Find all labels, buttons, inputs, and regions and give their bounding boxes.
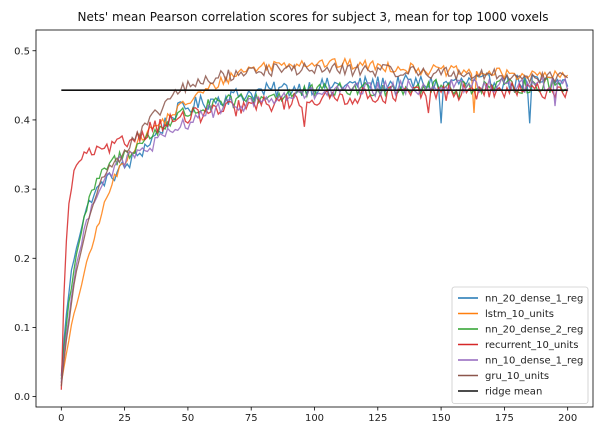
x-tick-label: 50 [182,413,195,424]
axis-ticks: 0 25 50 75 100 125 150 175 200 0.0 0.1 0.2 0.3 0.4 0.5 [14,46,577,424]
y-tick-label: 0.4 [14,115,30,126]
chart-title: Nets' mean Pearson correlation scores fo… [78,10,549,24]
x-tick-label: 150 [432,413,451,424]
x-tick-label: 200 [558,413,577,424]
legend-label: gru_10_units [485,371,549,382]
x-tick-label: 0 [58,413,64,424]
legend-label: ridge mean [485,387,542,398]
series-line-gru_10_units [60,61,569,387]
series-line-recurrent_10_units [60,80,569,390]
x-tick-label: 125 [368,413,387,424]
legend-box [451,286,589,404]
series-lines [60,56,569,390]
y-tick-label: 0.1 [14,323,30,334]
y-tick-label: 0.0 [14,392,30,403]
series-line-nn_10_dense_1_reg [60,76,569,383]
x-tick-label: 100 [305,413,324,424]
x-tick-label: 75 [245,413,258,424]
legend-label: lstm_10_units [485,309,554,320]
x-tick-label: 175 [495,413,514,424]
legend-label: nn_20_dense_2_reg [485,325,583,336]
y-tick-label: 0.3 [14,185,30,196]
legend-label: nn_10_dense_1_reg [485,356,583,367]
y-tick-label: 0.5 [14,46,30,57]
x-tick-label: 25 [118,413,131,424]
y-tick-label: 0.2 [14,254,30,265]
legend-label: nn_20_dense_1_reg [485,294,583,305]
legend: nn_20_dense_1_reg lstm_10_units nn_20_dens… [451,286,589,404]
legend-label: recurrent_10_units [485,340,578,351]
